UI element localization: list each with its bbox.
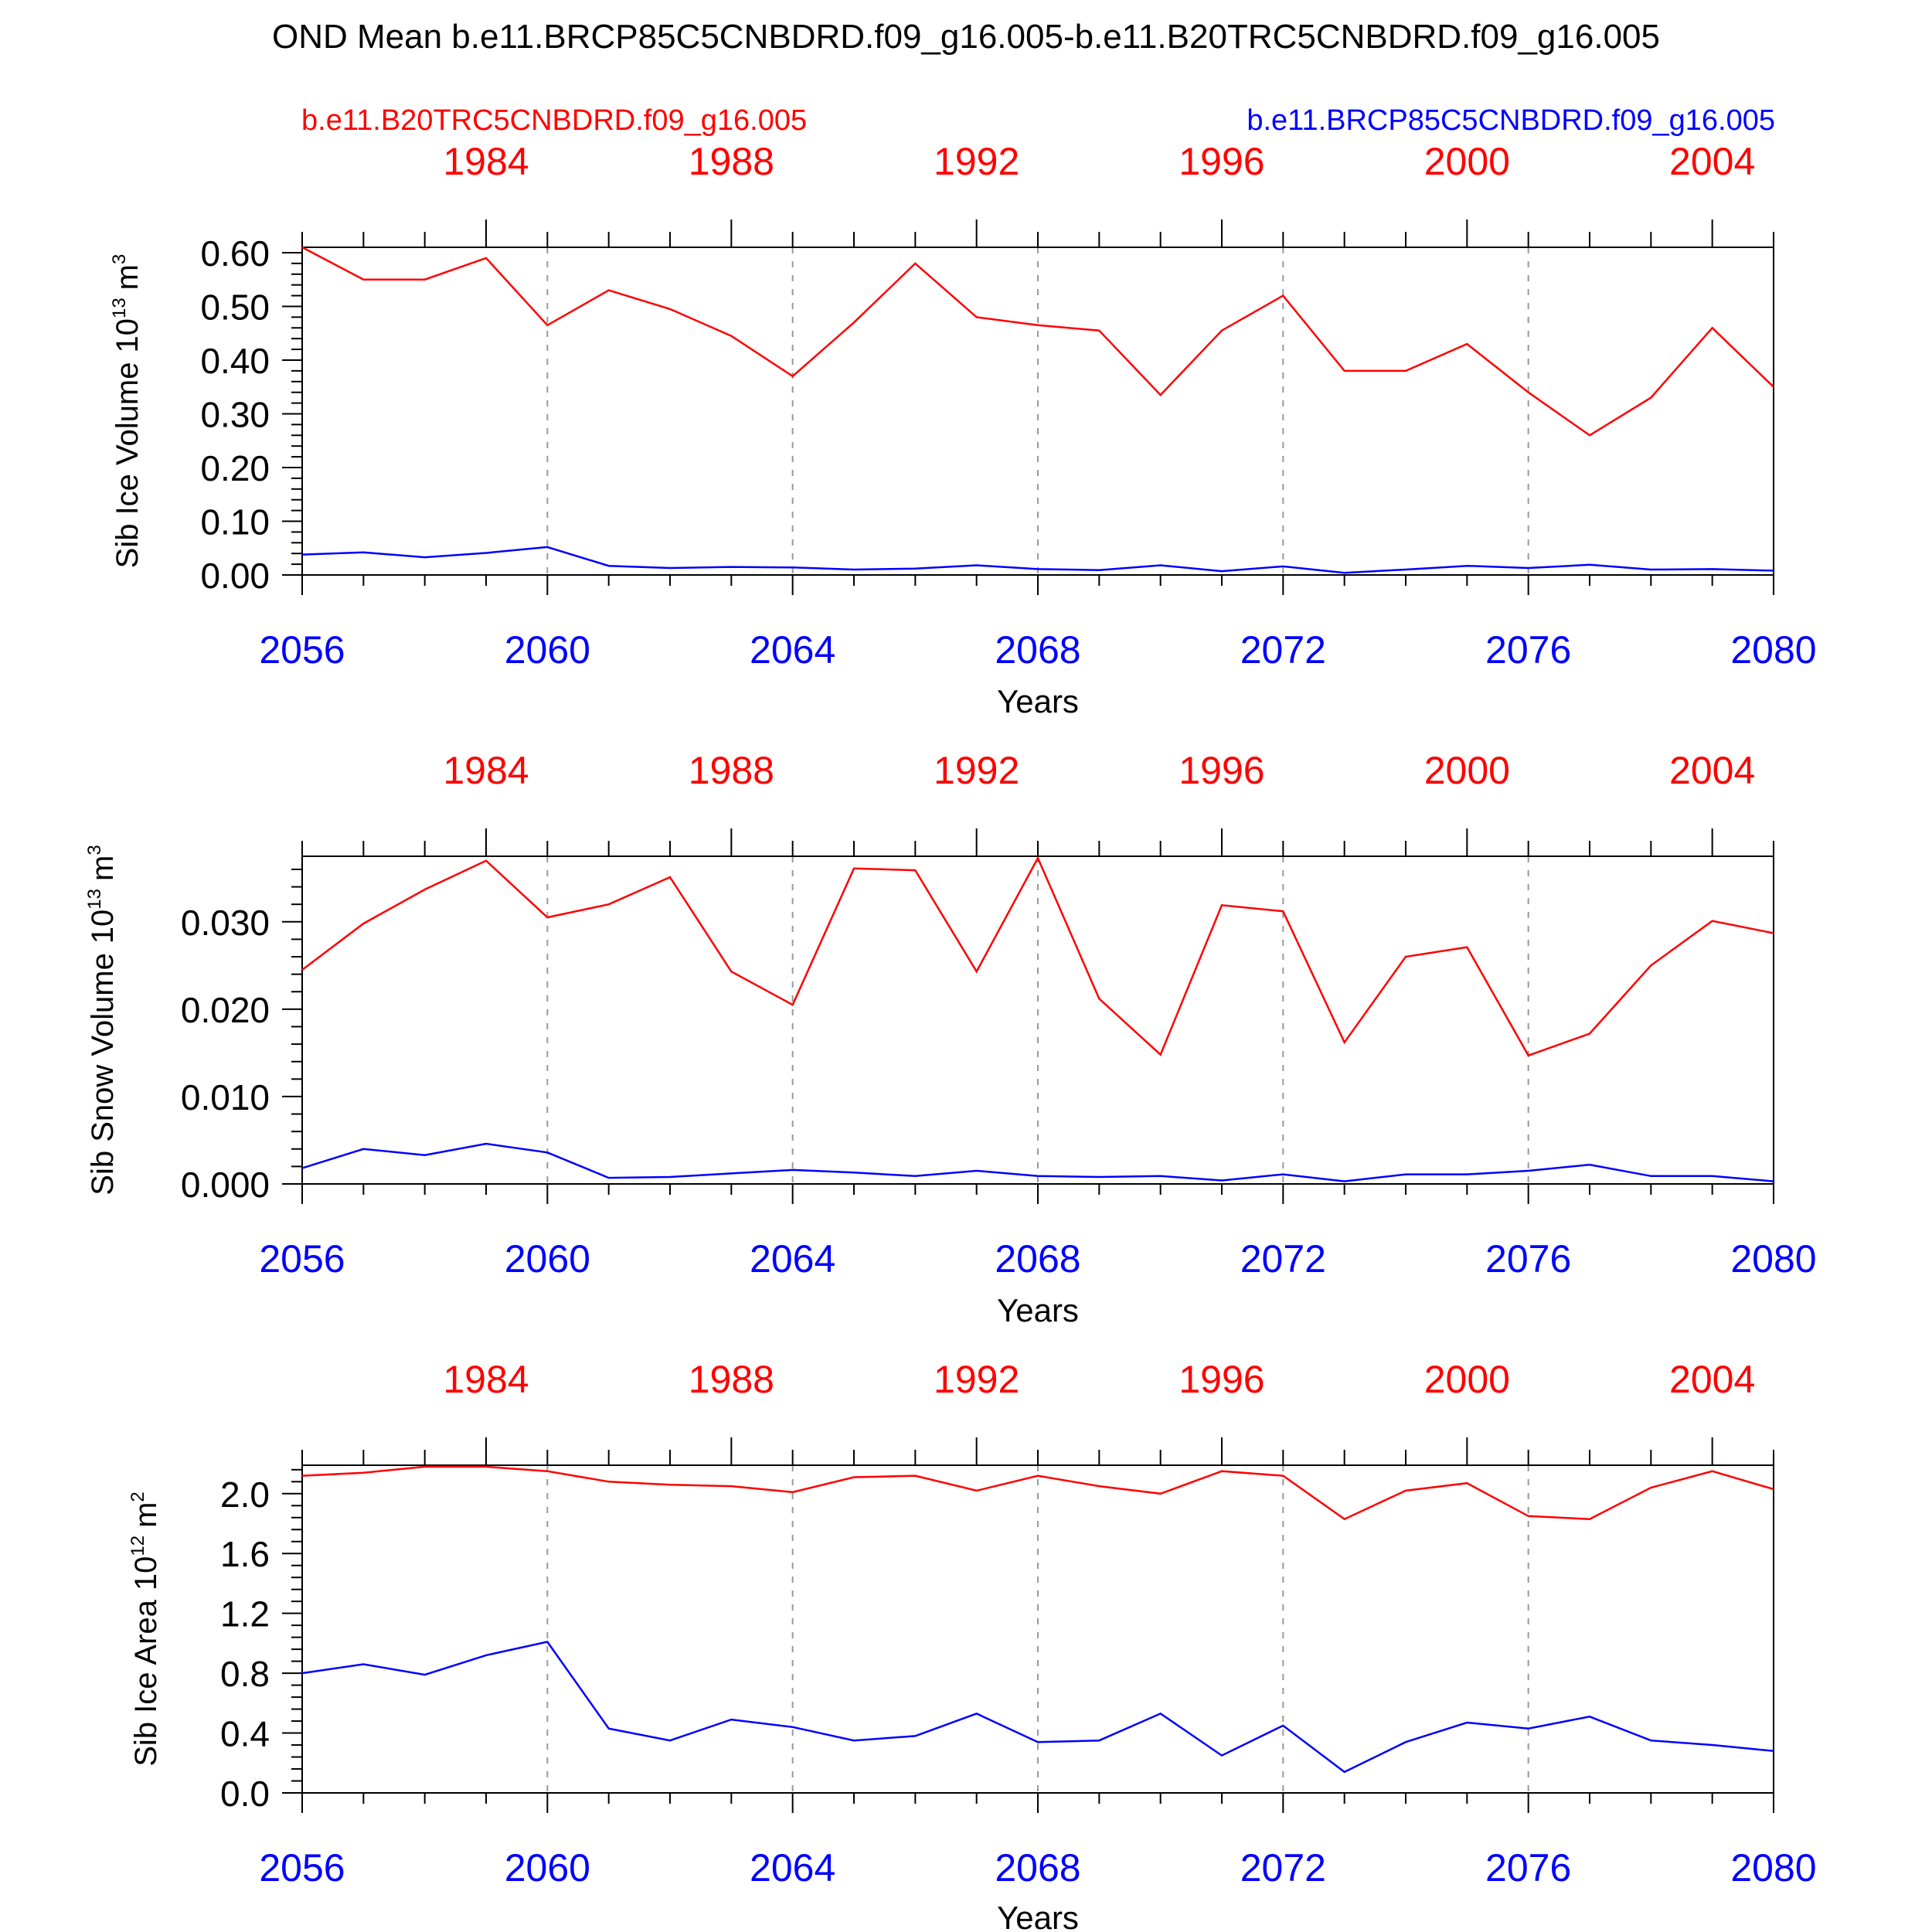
y-tick-label: 1.2 bbox=[220, 1594, 270, 1634]
series-line-future bbox=[301, 1641, 1774, 1774]
y-axis-label-name: Sib Ice Area bbox=[129, 1599, 163, 1766]
y-axis-unit-exp: 12 bbox=[128, 1536, 148, 1556]
y-tick-label: 0.50 bbox=[200, 287, 270, 327]
y-axis-unit-exp: 13 bbox=[109, 298, 130, 318]
x-top-tick-label: 1996 bbox=[1179, 1358, 1264, 1401]
y-axis-label: Sib Ice Volume 1013 m3 bbox=[109, 254, 145, 569]
x-bottom-tick-label: 2056 bbox=[259, 1237, 345, 1281]
x-top-tick-label: 1988 bbox=[689, 140, 774, 183]
x-top-tick-label: 2000 bbox=[1424, 140, 1510, 183]
x-top-tick-label: 2000 bbox=[1424, 749, 1510, 792]
x-top-tick-label: 1992 bbox=[934, 749, 1019, 792]
x-bottom-tick-label: 2072 bbox=[1240, 1846, 1326, 1889]
series-line-future bbox=[301, 1142, 1774, 1182]
x-bottom-tick-label: 2080 bbox=[1730, 628, 1816, 672]
x-axis-title: Years bbox=[997, 1900, 1079, 1932]
x-bottom-tick-label: 2060 bbox=[505, 628, 590, 672]
y-tick-label: 0.60 bbox=[200, 233, 270, 274]
y-tick-label: 0.010 bbox=[181, 1077, 270, 1117]
x-top-tick-label: 1996 bbox=[1179, 140, 1264, 183]
x-top-tick-label: 2004 bbox=[1669, 140, 1755, 183]
y-tick-label: 0.30 bbox=[200, 394, 270, 434]
legend-future-label: b.e11.BRCP85C5CNBDRD.f09_g16.005 bbox=[1247, 104, 1775, 137]
x-bottom-tick-label: 2060 bbox=[505, 1846, 590, 1889]
x-axis-title: Years bbox=[997, 683, 1079, 719]
chart-panel-3: 2056 2060 2064 2068 2072 2076 2080 1984 1988 1992… bbox=[128, 1358, 1817, 1932]
y-axis-unit-base: 10 bbox=[129, 1556, 163, 1591]
y-tick-label: 0.4 bbox=[220, 1714, 270, 1754]
y-tick-label: 0.00 bbox=[200, 556, 270, 596]
x-top-tick-label: 1992 bbox=[934, 140, 1019, 183]
series-line-historical bbox=[301, 855, 1774, 1057]
x-bottom-tick-label: 2060 bbox=[505, 1237, 590, 1281]
x-bottom-tick-label: 2080 bbox=[1730, 1237, 1816, 1281]
y-tick-label: 0.10 bbox=[200, 502, 270, 542]
x-top-tick-label: 1984 bbox=[443, 749, 529, 792]
x-bottom-tick-label: 2068 bbox=[995, 1237, 1080, 1281]
y-tick-label: 0.40 bbox=[200, 341, 270, 381]
x-top-tick-label: 1988 bbox=[689, 1358, 774, 1401]
x-bottom-tick-label: 2080 bbox=[1730, 1846, 1816, 1889]
chart-panel-2: 2056 2060 2064 2068 2072 2076 2080 1984 1988 1992… bbox=[84, 749, 1817, 1328]
y-axis-label-name: Sib Ice Volume bbox=[111, 362, 145, 569]
y-axis-unit-symbol-exp: 3 bbox=[109, 254, 130, 264]
y-axis-unit-symbol-exp: 3 bbox=[84, 845, 105, 855]
x-top-tick-label: 1984 bbox=[443, 1358, 529, 1401]
x-bottom-tick-label: 2068 bbox=[995, 1846, 1080, 1889]
chart-panel-1: 2056 2060 2064 2068 2072 2076 2080 1984 1988 1992… bbox=[109, 140, 1817, 719]
x-bottom-tick-label: 2064 bbox=[750, 1237, 835, 1281]
x-bottom-tick-label: 2076 bbox=[1485, 1237, 1571, 1281]
x-top-tick-label: 1988 bbox=[689, 749, 774, 792]
x-axis-title: Years bbox=[997, 1292, 1079, 1328]
chart-panels: 2056 2060 2064 2068 2072 2076 2080 1984 1988 1992… bbox=[84, 140, 1817, 1932]
y-axis-unit-symbol: m bbox=[129, 1502, 163, 1528]
x-top-tick-label: 1992 bbox=[934, 1358, 1019, 1401]
series-line-historical bbox=[301, 246, 1774, 437]
x-bottom-tick-label: 2056 bbox=[259, 1846, 345, 1889]
y-tick-label: 1.6 bbox=[220, 1534, 270, 1574]
series-line-historical bbox=[301, 1465, 1774, 1521]
x-bottom-tick-label: 2064 bbox=[750, 628, 835, 672]
x-top-tick-label: 1996 bbox=[1179, 749, 1264, 792]
x-top-tick-label: 1984 bbox=[443, 140, 529, 183]
x-bottom-tick-label: 2076 bbox=[1485, 628, 1571, 672]
y-tick-label: 0.000 bbox=[181, 1165, 270, 1205]
x-top-tick-label: 2004 bbox=[1669, 1358, 1755, 1401]
x-top-tick-label: 2004 bbox=[1669, 749, 1755, 792]
y-axis-unit-symbol: m bbox=[111, 264, 145, 290]
y-tick-label: 0.030 bbox=[181, 903, 270, 943]
y-axis-unit-base: 10 bbox=[111, 318, 145, 353]
x-bottom-tick-label: 2076 bbox=[1485, 1846, 1571, 1889]
y-axis-unit-base: 10 bbox=[86, 910, 120, 944]
x-bottom-tick-label: 2068 bbox=[995, 628, 1080, 672]
y-axis-label-name: Sib Snow Volume bbox=[86, 953, 120, 1196]
series-line-future bbox=[301, 546, 1774, 574]
y-tick-label: 0.0 bbox=[220, 1774, 270, 1814]
y-axis-unit-symbol-exp: 2 bbox=[128, 1492, 148, 1502]
x-bottom-tick-label: 2072 bbox=[1240, 628, 1326, 672]
legend-historical-label: b.e11.B20TRC5CNBDRD.f09_g16.005 bbox=[301, 104, 807, 137]
y-axis-label: Sib Snow Volume 1013 m3 bbox=[84, 845, 120, 1195]
y-axis-unit-symbol: m bbox=[86, 855, 120, 881]
x-bottom-tick-label: 2064 bbox=[750, 1846, 835, 1889]
x-bottom-tick-label: 2056 bbox=[259, 628, 345, 672]
y-tick-label: 0.20 bbox=[200, 448, 270, 488]
y-axis-unit-exp: 13 bbox=[84, 889, 105, 910]
x-bottom-tick-label: 2072 bbox=[1240, 1237, 1326, 1281]
y-tick-label: 0.020 bbox=[181, 990, 270, 1030]
figure-title: OND Mean b.e11.BRCP85C5CNBDRD.f09_g16.00… bbox=[272, 18, 1660, 56]
y-tick-label: 0.8 bbox=[220, 1654, 270, 1694]
x-top-tick-label: 2000 bbox=[1424, 1358, 1510, 1401]
y-tick-label: 2.0 bbox=[220, 1475, 270, 1515]
y-axis-label: Sib Ice Area 1012 m2 bbox=[128, 1492, 163, 1767]
